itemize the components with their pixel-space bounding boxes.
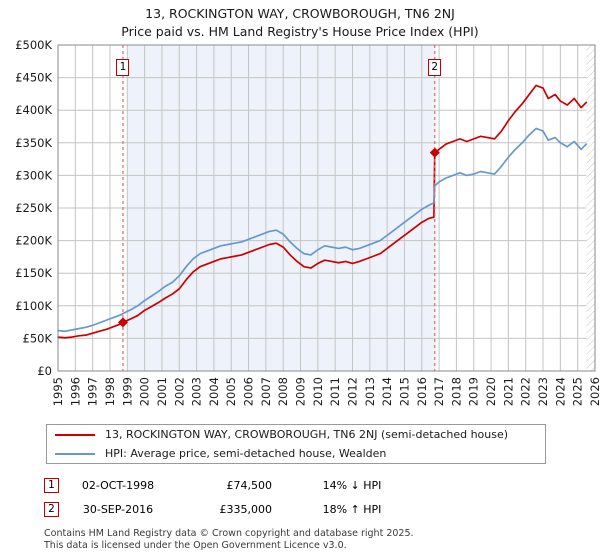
svg-text:2019: 2019 <box>467 377 481 406</box>
svg-text:2002: 2002 <box>172 377 186 406</box>
svg-text:2017: 2017 <box>432 377 446 406</box>
event-marker-badge-1[interactable]: 1 <box>116 59 130 76</box>
page-subtitle: Price paid vs. HM Land Registry's House … <box>121 24 479 39</box>
svg-text:2010: 2010 <box>311 377 325 406</box>
svg-text:2021: 2021 <box>501 377 515 406</box>
legend-swatch-hpi <box>55 452 95 455</box>
event-marker-badge-2[interactable]: 2 <box>428 59 442 76</box>
table-row[interactable]: 2 30-SEP-2016 £335,000 18% ↑ HPI <box>44 497 464 521</box>
svg-text:2012: 2012 <box>345 377 359 406</box>
transaction-date-1: 02-OCT-1998 <box>81 478 155 492</box>
transaction-index-1: 1 <box>44 477 59 493</box>
svg-text:£500K: £500K <box>15 38 52 52</box>
svg-text:£100K: £100K <box>15 299 52 313</box>
svg-text:2018: 2018 <box>449 377 463 406</box>
svg-text:2024: 2024 <box>553 377 567 406</box>
table-row[interactable]: 1 02-OCT-1998 £74,500 14% ↓ HPI <box>44 473 464 497</box>
svg-text:£400K: £400K <box>15 103 52 117</box>
transaction-date-2: 30-SEP-2016 <box>82 502 154 516</box>
svg-text:£150K: £150K <box>15 266 52 280</box>
legend-label-price-paid: 13, ROCKINGTON WAY, CROWBOROUGH, TN6 2NJ… <box>105 428 509 441</box>
svg-text:2000: 2000 <box>138 377 152 406</box>
svg-text:2006: 2006 <box>242 377 256 406</box>
chart-titles: 13, ROCKINGTON WAY, CROWBOROUGH, TN6 2NJ… <box>0 0 600 41</box>
attribution-line-2: This data is licensed under the Open Gov… <box>44 539 347 551</box>
svg-text:2003: 2003 <box>190 377 204 406</box>
svg-text:2023: 2023 <box>536 377 550 406</box>
svg-text:2005: 2005 <box>224 377 238 406</box>
transaction-hpi-delta-1: 14% ↓ HPI <box>322 478 382 492</box>
svg-text:1995: 1995 <box>51 377 65 406</box>
svg-text:1996: 1996 <box>68 377 82 406</box>
attribution-line-1: Contains HM Land Registry data © Crown c… <box>44 528 414 539</box>
legend-label-hpi: HPI: Average price, semi-detached house,… <box>105 447 387 460</box>
svg-text:2011: 2011 <box>328 377 342 406</box>
svg-text:2004: 2004 <box>207 377 221 406</box>
svg-text:£200K: £200K <box>15 234 52 248</box>
svg-text:2026: 2026 <box>588 377 600 406</box>
svg-text:2009: 2009 <box>294 377 308 406</box>
svg-text:2008: 2008 <box>276 377 290 406</box>
page-title: 13, ROCKINGTON WAY, CROWBOROUGH, TN6 2NJ <box>145 6 455 21</box>
transaction-price-1: £74,500 <box>226 478 273 492</box>
chart-plot-area: £0 £50K £100K £150K £200K £250K £300K £350K £400… <box>15 38 600 406</box>
transaction-index-2: 2 <box>44 501 59 517</box>
svg-text:2014: 2014 <box>380 377 394 406</box>
chart-legend: 13, ROCKINGTON WAY, CROWBOROUGH, TN6 2NJ… <box>46 424 546 464</box>
svg-text:£300K: £300K <box>15 168 52 182</box>
svg-text:2025: 2025 <box>571 377 585 406</box>
legend-item-price-paid: 13, ROCKINGTON WAY, CROWBOROUGH, TN6 2NJ… <box>47 425 545 444</box>
transaction-price-2: £335,000 <box>219 502 273 516</box>
svg-text:£250K: £250K <box>15 201 52 215</box>
svg-text:2001: 2001 <box>155 377 169 406</box>
svg-text:1999: 1999 <box>120 377 134 406</box>
attribution-footer: Contains HM Land Registry data © Crown c… <box>44 528 414 551</box>
legend-swatch-price-paid <box>55 433 95 436</box>
svg-text:£350K: £350K <box>15 136 52 150</box>
svg-text:2022: 2022 <box>519 377 533 406</box>
svg-text:2007: 2007 <box>259 377 273 406</box>
svg-text:2016: 2016 <box>415 377 429 406</box>
svg-text:2015: 2015 <box>397 377 411 406</box>
svg-text:2020: 2020 <box>484 377 498 406</box>
svg-text:1998: 1998 <box>103 377 117 406</box>
legend-item-hpi: HPI: Average price, semi-detached house,… <box>47 444 545 463</box>
svg-text:2013: 2013 <box>363 377 377 406</box>
transactions-table: 1 02-OCT-1998 £74,500 14% ↓ HPI 2 30-SEP… <box>44 473 464 521</box>
transaction-hpi-delta-2: 18% ↑ HPI <box>322 502 382 516</box>
svg-text:£50K: £50K <box>23 331 53 345</box>
svg-text:£0: £0 <box>37 364 52 378</box>
svg-text:1997: 1997 <box>86 377 100 406</box>
svg-text:£450K: £450K <box>15 71 52 85</box>
